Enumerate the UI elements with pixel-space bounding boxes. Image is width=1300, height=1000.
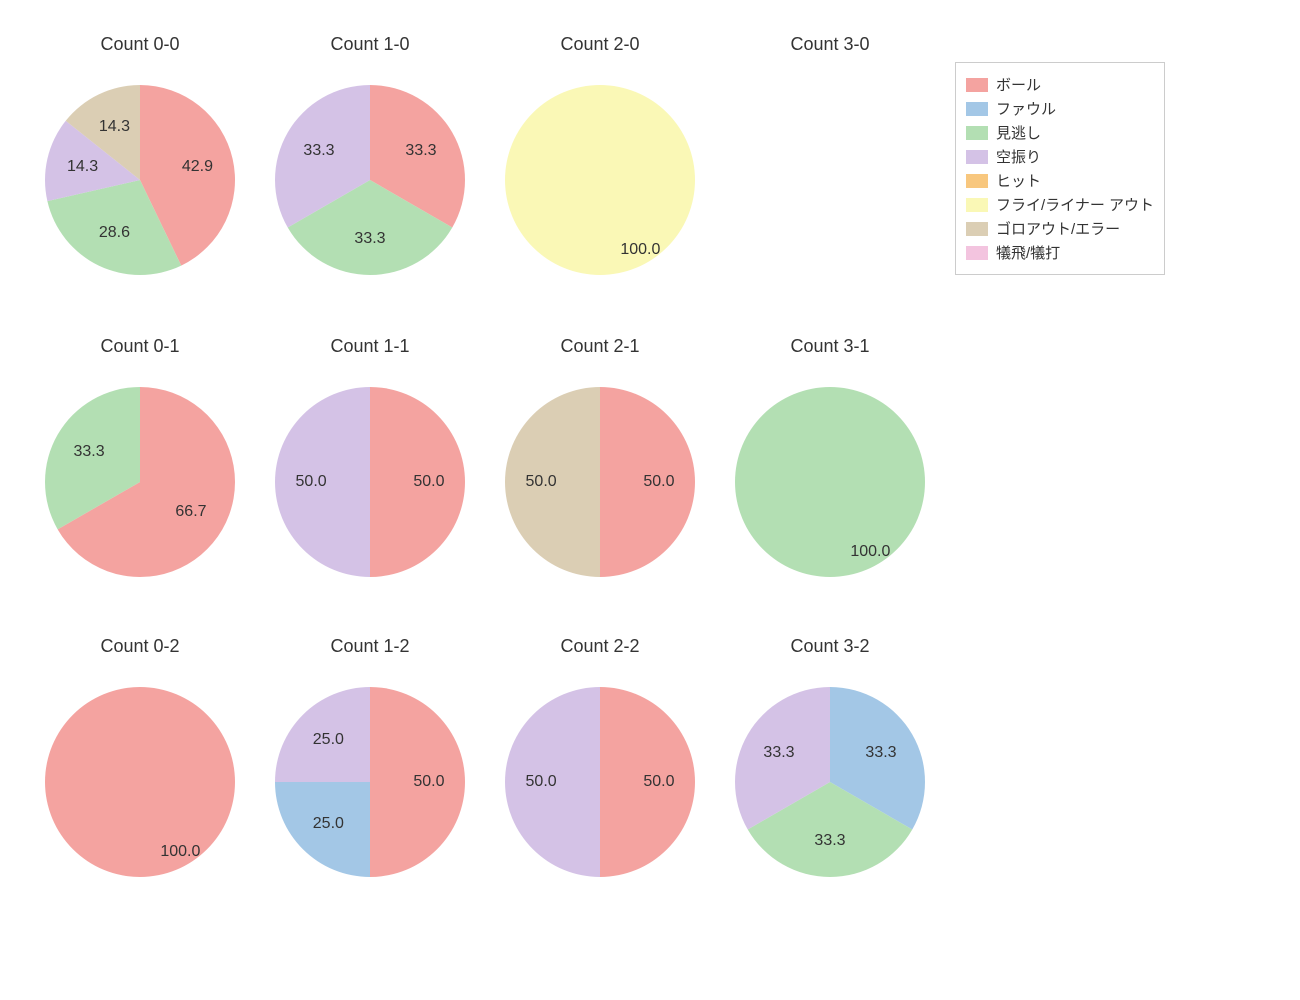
legend-item: ファウル [966, 98, 1154, 119]
pie-slice-label: 33.3 [814, 832, 845, 850]
pie-title: Count 2-2 [560, 636, 639, 657]
pie-title: Count 3-0 [790, 34, 869, 55]
pie-title: Count 3-1 [790, 336, 869, 357]
pie-title: Count 1-1 [330, 336, 409, 357]
pie-slice [505, 85, 695, 275]
pie-slice-label: 50.0 [413, 773, 444, 791]
legend-item: 犠飛/犠打 [966, 242, 1154, 263]
pie-slice-label: 50.0 [526, 773, 557, 791]
pie-slice-label: 33.3 [405, 142, 436, 160]
legend-swatch [966, 102, 988, 116]
pie-slice-label: 25.0 [313, 731, 344, 749]
pie-slice-label: 66.7 [175, 503, 206, 521]
legend-swatch [966, 222, 988, 236]
pie-slice-label: 33.3 [354, 230, 385, 248]
pie-slice-label: 33.3 [73, 443, 104, 461]
legend-label: 見逃し [996, 122, 1041, 143]
legend-swatch [966, 174, 988, 188]
pie-slice-label: 28.6 [99, 224, 130, 242]
legend-item: ゴロアウト/エラー [966, 218, 1154, 239]
pie-slice-label: 14.3 [67, 158, 98, 176]
pie-slice-label: 33.3 [303, 142, 334, 160]
pie-title: Count 2-0 [560, 34, 639, 55]
legend-item: ヒット [966, 170, 1154, 191]
pie-slice-label: 50.0 [413, 473, 444, 491]
legend-swatch [966, 198, 988, 212]
legend-item: 空振り [966, 146, 1154, 167]
pie-slice-label: 42.9 [182, 158, 213, 176]
pie-chart [273, 83, 467, 277]
pie-slice-label: 14.3 [99, 118, 130, 136]
pie-title: Count 0-2 [100, 636, 179, 657]
legend-label: 空振り [996, 146, 1041, 167]
legend-label: フライ/ライナー アウト [996, 194, 1154, 215]
pie-chart [43, 83, 237, 277]
pie-slice-label: 100.0 [620, 241, 660, 259]
pie-title: Count 3-2 [790, 636, 869, 657]
pie-title: Count 2-1 [560, 336, 639, 357]
pie-chart [503, 83, 697, 277]
pie-slice-label: 50.0 [526, 473, 557, 491]
legend-swatch [966, 246, 988, 260]
legend-swatch [966, 78, 988, 92]
pie-slice-label: 50.0 [643, 473, 674, 491]
legend-swatch [966, 150, 988, 164]
chart-grid: Count 0-0 42.9 28.6 14.3 14.3 Count 1-0 33.3 33… [0, 0, 1300, 1000]
pie-chart [733, 685, 927, 879]
pie-chart [43, 385, 237, 579]
pie-slice [45, 687, 235, 877]
legend: ボールファウル見逃し空振りヒットフライ/ライナー アウトゴロアウト/エラー犠飛/… [955, 62, 1165, 275]
pie-slice-label: 25.0 [313, 815, 344, 833]
pie-slice [735, 387, 925, 577]
pie-title: Count 1-2 [330, 636, 409, 657]
legend-item: フライ/ライナー アウト [966, 194, 1154, 215]
legend-swatch [966, 126, 988, 140]
legend-label: ヒット [996, 170, 1041, 191]
pie-slice-label: 50.0 [296, 473, 327, 491]
pie-slice-label: 33.3 [763, 744, 794, 762]
pie-slice-label: 100.0 [850, 543, 890, 561]
pie-slice-label: 100.0 [160, 843, 200, 861]
pie-title: Count 0-1 [100, 336, 179, 357]
legend-label: ゴロアウト/エラー [996, 218, 1120, 239]
pie-title: Count 0-0 [100, 34, 179, 55]
legend-label: ファウル [996, 98, 1056, 119]
pie-chart [43, 685, 237, 879]
pie-chart [733, 385, 927, 579]
legend-item: 見逃し [966, 122, 1154, 143]
pie-slice-label: 50.0 [643, 773, 674, 791]
legend-item: ボール [966, 74, 1154, 95]
legend-label: 犠飛/犠打 [996, 242, 1060, 263]
legend-label: ボール [996, 74, 1041, 95]
pie-slice-label: 33.3 [865, 744, 896, 762]
pie-title: Count 1-0 [330, 34, 409, 55]
